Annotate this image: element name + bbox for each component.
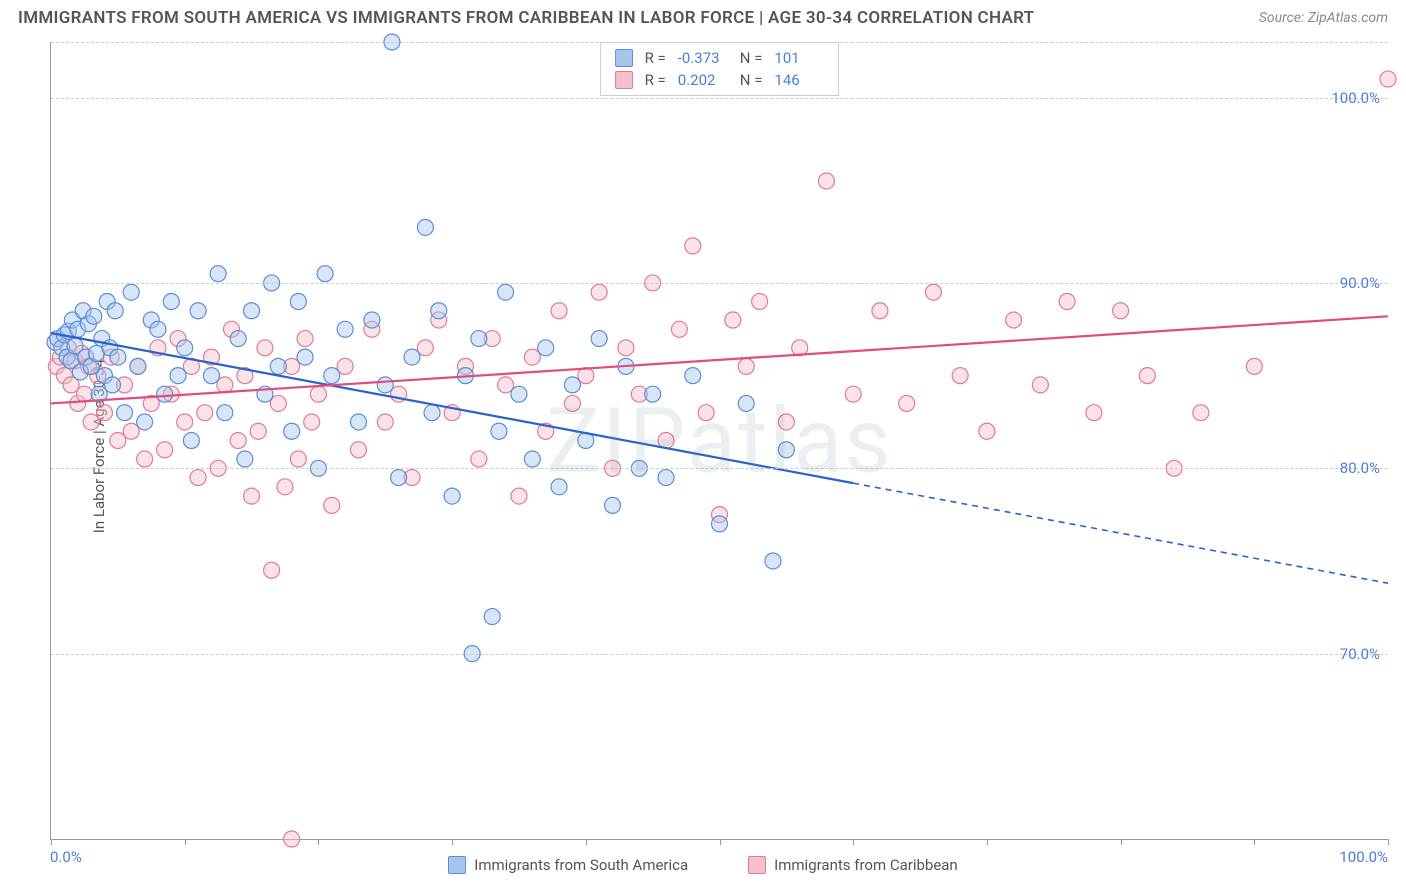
legend-swatch xyxy=(748,856,766,874)
gridline-h xyxy=(51,468,1388,469)
legend-swatch xyxy=(615,49,633,67)
y-tick-label: 90.0% xyxy=(1340,274,1380,292)
x-tick xyxy=(987,839,988,845)
scatter-svg xyxy=(51,42,1388,839)
x-tick xyxy=(185,839,186,845)
chart-title: IMMIGRANTS FROM SOUTH AMERICA VS IMMIGRA… xyxy=(18,8,1034,28)
correlation-legend: R = -0.373 N = 101 R = 0.202 N = 146 xyxy=(600,42,840,96)
x-tick xyxy=(1388,839,1389,845)
legend-item: Immigrants from Caribbean xyxy=(748,856,958,874)
n-value: 146 xyxy=(774,71,824,89)
n-value: 101 xyxy=(774,49,824,67)
r-label: R = xyxy=(645,71,666,89)
x-tick xyxy=(586,839,587,845)
correlation-legend-row: R = 0.202 N = 146 xyxy=(615,69,825,91)
chart-plot-area: ZIPatlas R =-0.373N =101R =0.202N =146 7… xyxy=(50,42,1388,840)
gridline-h xyxy=(51,98,1388,99)
n-label: N = xyxy=(740,49,763,67)
gridline-h xyxy=(51,283,1388,284)
x-tick xyxy=(1121,839,1122,845)
x-tick xyxy=(720,839,721,845)
x-tick xyxy=(318,839,319,845)
series-legend: Immigrants from South America Immigrants … xyxy=(0,856,1406,874)
y-tick-label: 80.0% xyxy=(1340,459,1380,477)
y-tick-label: 100.0% xyxy=(1331,89,1380,107)
legend-label: Immigrants from South America xyxy=(474,856,688,874)
r-value: -0.373 xyxy=(678,49,728,67)
source-label: Source: ZipAtlas.com xyxy=(1259,10,1388,26)
y-tick-label: 70.0% xyxy=(1340,645,1380,663)
legend-swatch xyxy=(448,856,466,874)
x-tick xyxy=(452,839,453,845)
x-tick xyxy=(51,839,52,845)
correlation-legend-row: R = -0.373 N = 101 xyxy=(615,47,825,69)
legend-swatch xyxy=(615,71,633,89)
x-tick xyxy=(1254,839,1255,845)
r-label: R = xyxy=(645,49,666,67)
r-value: 0.202 xyxy=(678,71,728,89)
legend-label: Immigrants from Caribbean xyxy=(774,856,958,874)
x-tick xyxy=(853,839,854,845)
legend-item: Immigrants from South America xyxy=(448,856,688,874)
gridline-h xyxy=(51,654,1388,655)
n-label: N = xyxy=(740,71,763,89)
